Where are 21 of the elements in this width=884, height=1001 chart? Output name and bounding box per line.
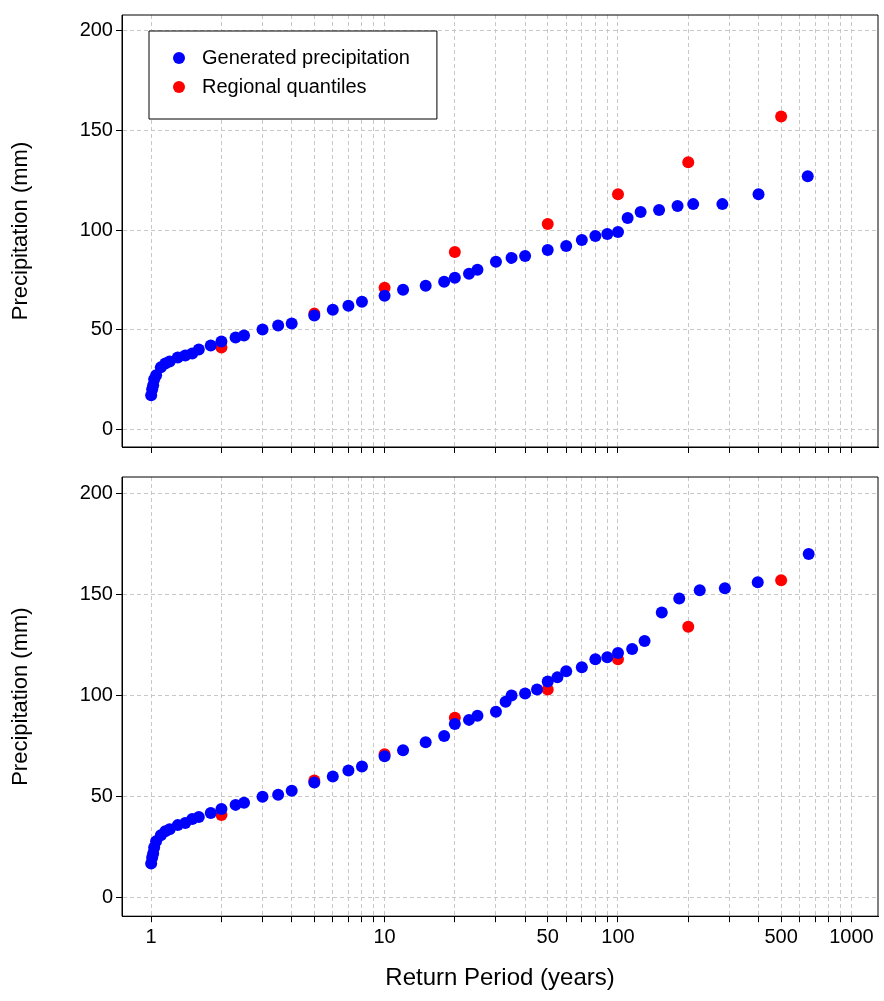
y-tick-label: 200 xyxy=(79,18,113,41)
x-tick-label: 50 xyxy=(536,924,559,947)
y-axis-title: Precipitation (mm) xyxy=(7,141,33,321)
y-tick-label: 50 xyxy=(90,784,113,807)
y-tick-label: 150 xyxy=(79,581,113,604)
legend-label: Regional quantiles xyxy=(202,74,367,97)
x-tick-label: 500 xyxy=(764,924,798,947)
x-tick-label: 10 xyxy=(373,924,396,947)
x-tick-label: 1000 xyxy=(829,924,874,947)
y-tick-label: 100 xyxy=(79,217,113,240)
y-tick-label: 50 xyxy=(90,317,113,340)
y-tick-label: 100 xyxy=(79,683,113,706)
x-tick-label: 100 xyxy=(601,924,635,947)
y-tick-label: 150 xyxy=(79,117,113,140)
legend-label: Generated precipitation xyxy=(202,45,410,68)
y-axis-title: Precipitation (mm) xyxy=(7,607,33,786)
y-tick-label: 0 xyxy=(101,416,113,439)
x-tick-label: 1 xyxy=(145,924,157,947)
y-tick-label: 200 xyxy=(79,480,113,503)
x-axis-title: Return Period (years) xyxy=(385,963,615,991)
y-tick-label: 0 xyxy=(101,885,113,908)
